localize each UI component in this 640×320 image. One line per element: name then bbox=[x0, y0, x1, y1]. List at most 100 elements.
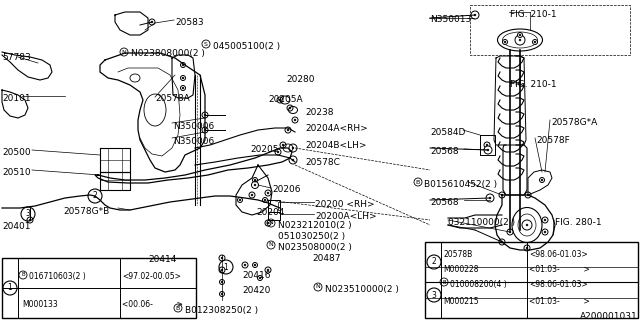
Text: <00.06-          >: <00.06- > bbox=[122, 300, 183, 309]
Circle shape bbox=[180, 85, 186, 91]
Text: 20420: 20420 bbox=[242, 286, 270, 295]
Text: <98.06-01.03>: <98.06-01.03> bbox=[529, 250, 588, 259]
Circle shape bbox=[149, 19, 155, 25]
Text: 032110000(2 ): 032110000(2 ) bbox=[448, 218, 515, 227]
Circle shape bbox=[544, 231, 546, 233]
Circle shape bbox=[544, 219, 546, 221]
Circle shape bbox=[151, 21, 153, 23]
Circle shape bbox=[265, 267, 271, 273]
Text: N023212010(2 ): N023212010(2 ) bbox=[278, 221, 351, 230]
Text: 20584D: 20584D bbox=[430, 128, 465, 137]
Circle shape bbox=[525, 192, 531, 198]
Text: B: B bbox=[416, 180, 420, 185]
Text: 20280: 20280 bbox=[286, 75, 314, 84]
Circle shape bbox=[267, 222, 269, 224]
Text: 2: 2 bbox=[431, 258, 436, 267]
Text: M000228: M000228 bbox=[443, 265, 479, 274]
Circle shape bbox=[275, 149, 281, 155]
Circle shape bbox=[515, 35, 525, 45]
Circle shape bbox=[289, 156, 297, 164]
Circle shape bbox=[499, 192, 505, 198]
Text: 20578B: 20578B bbox=[443, 250, 472, 259]
Circle shape bbox=[519, 39, 521, 41]
Circle shape bbox=[526, 224, 528, 226]
Circle shape bbox=[249, 192, 255, 198]
Circle shape bbox=[524, 245, 530, 251]
Text: 20205A: 20205A bbox=[268, 95, 303, 104]
Text: 016710603(2 ): 016710603(2 ) bbox=[29, 272, 86, 281]
Circle shape bbox=[504, 41, 506, 43]
Circle shape bbox=[180, 62, 186, 68]
Text: N: N bbox=[316, 284, 321, 290]
Circle shape bbox=[285, 127, 291, 133]
Circle shape bbox=[265, 190, 271, 196]
Text: N: N bbox=[269, 243, 273, 247]
Circle shape bbox=[542, 217, 548, 223]
Circle shape bbox=[532, 39, 538, 44]
Circle shape bbox=[280, 142, 286, 148]
Circle shape bbox=[486, 194, 494, 202]
Text: <01.03-          >: <01.03- > bbox=[529, 265, 589, 274]
Text: 20200A<LH>: 20200A<LH> bbox=[315, 212, 376, 221]
Text: 20568: 20568 bbox=[430, 198, 459, 207]
Text: 2: 2 bbox=[93, 191, 97, 201]
Circle shape bbox=[242, 262, 248, 268]
Circle shape bbox=[220, 292, 225, 297]
Bar bbox=[425, 242, 638, 318]
Text: N023510000(2 ): N023510000(2 ) bbox=[325, 285, 399, 294]
Text: 20204A<RH>: 20204A<RH> bbox=[305, 124, 368, 133]
Circle shape bbox=[221, 281, 223, 283]
Circle shape bbox=[474, 14, 476, 16]
Circle shape bbox=[251, 194, 253, 196]
Text: 20414: 20414 bbox=[148, 255, 177, 264]
Circle shape bbox=[252, 181, 259, 188]
Circle shape bbox=[219, 267, 225, 273]
Circle shape bbox=[204, 114, 206, 116]
Circle shape bbox=[277, 151, 279, 153]
Text: S: S bbox=[204, 42, 208, 46]
Circle shape bbox=[221, 257, 223, 259]
Text: A200001031: A200001031 bbox=[580, 312, 637, 320]
Circle shape bbox=[202, 112, 208, 118]
Circle shape bbox=[287, 105, 293, 111]
Text: 20205: 20205 bbox=[250, 145, 278, 154]
Text: B015610452(2 ): B015610452(2 ) bbox=[424, 180, 497, 189]
Text: B: B bbox=[176, 306, 180, 310]
Text: FIG. 210-1: FIG. 210-1 bbox=[510, 10, 557, 19]
Circle shape bbox=[541, 179, 543, 181]
Circle shape bbox=[254, 184, 256, 186]
Circle shape bbox=[277, 97, 283, 103]
Circle shape bbox=[253, 178, 257, 182]
Text: N: N bbox=[269, 220, 273, 226]
Circle shape bbox=[239, 199, 241, 201]
Circle shape bbox=[542, 229, 548, 235]
Text: N350006: N350006 bbox=[173, 137, 214, 146]
Circle shape bbox=[219, 255, 225, 261]
Text: B: B bbox=[21, 273, 25, 277]
Text: <01.03-          >: <01.03- > bbox=[529, 297, 589, 306]
Text: B: B bbox=[442, 279, 446, 284]
Circle shape bbox=[264, 199, 266, 201]
Text: M000133: M000133 bbox=[22, 300, 58, 309]
Text: <98.06-01.03>: <98.06-01.03> bbox=[529, 280, 588, 289]
Circle shape bbox=[202, 127, 208, 133]
Text: 20101: 20101 bbox=[2, 94, 31, 103]
Circle shape bbox=[220, 279, 225, 284]
Circle shape bbox=[484, 142, 490, 148]
Circle shape bbox=[501, 194, 503, 196]
Text: 20583: 20583 bbox=[175, 18, 204, 27]
Circle shape bbox=[509, 231, 511, 233]
Circle shape bbox=[292, 117, 298, 123]
Circle shape bbox=[289, 107, 291, 109]
Circle shape bbox=[244, 264, 246, 266]
Text: 20238: 20238 bbox=[305, 108, 333, 117]
Circle shape bbox=[182, 77, 184, 79]
Text: 20578A: 20578A bbox=[155, 94, 189, 103]
Text: 3: 3 bbox=[431, 291, 436, 300]
Text: N023808000(2 ): N023808000(2 ) bbox=[131, 49, 205, 58]
Text: 1: 1 bbox=[8, 284, 12, 292]
Circle shape bbox=[507, 229, 513, 235]
Text: 3: 3 bbox=[26, 210, 31, 219]
Text: 20487: 20487 bbox=[312, 254, 340, 263]
Circle shape bbox=[259, 277, 261, 279]
